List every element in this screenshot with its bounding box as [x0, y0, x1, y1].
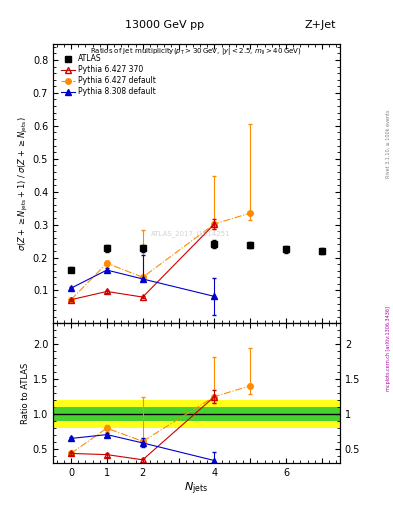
Y-axis label: Ratio to ATLAS: Ratio to ATLAS — [21, 363, 30, 424]
Text: Ratios of jet multiplicity$(p_{\rm T}>30\,{\rm GeV},\,|y|<2.5,\,m_{\rm ll}>40\,{: Ratios of jet multiplicity$(p_{\rm T}>30… — [90, 46, 302, 57]
Text: Rivet 3.1.10, ≥ 100k events: Rivet 3.1.10, ≥ 100k events — [386, 109, 391, 178]
Text: Z+Jet: Z+Jet — [305, 20, 336, 31]
Text: mcplots.cern.ch [arXiv:1306.3436]: mcplots.cern.ch [arXiv:1306.3436] — [386, 306, 391, 391]
Y-axis label: $\sigma(Z+\geq N_{\rm jets}+1)\;/\;\sigma(Z+\geq N_{\rm jets})$: $\sigma(Z+\geq N_{\rm jets}+1)\;/\;\sigm… — [17, 116, 30, 251]
X-axis label: $N_{\rm jets}$: $N_{\rm jets}$ — [184, 481, 209, 497]
Text: ATLAS_2017_I1514251: ATLAS_2017_I1514251 — [151, 230, 231, 237]
Text: 13000 GeV pp: 13000 GeV pp — [125, 20, 205, 31]
Legend: ATLAS, Pythia 6.427 370, Pythia 6.427 default, Pythia 8.308 default: ATLAS, Pythia 6.427 370, Pythia 6.427 de… — [60, 53, 158, 98]
